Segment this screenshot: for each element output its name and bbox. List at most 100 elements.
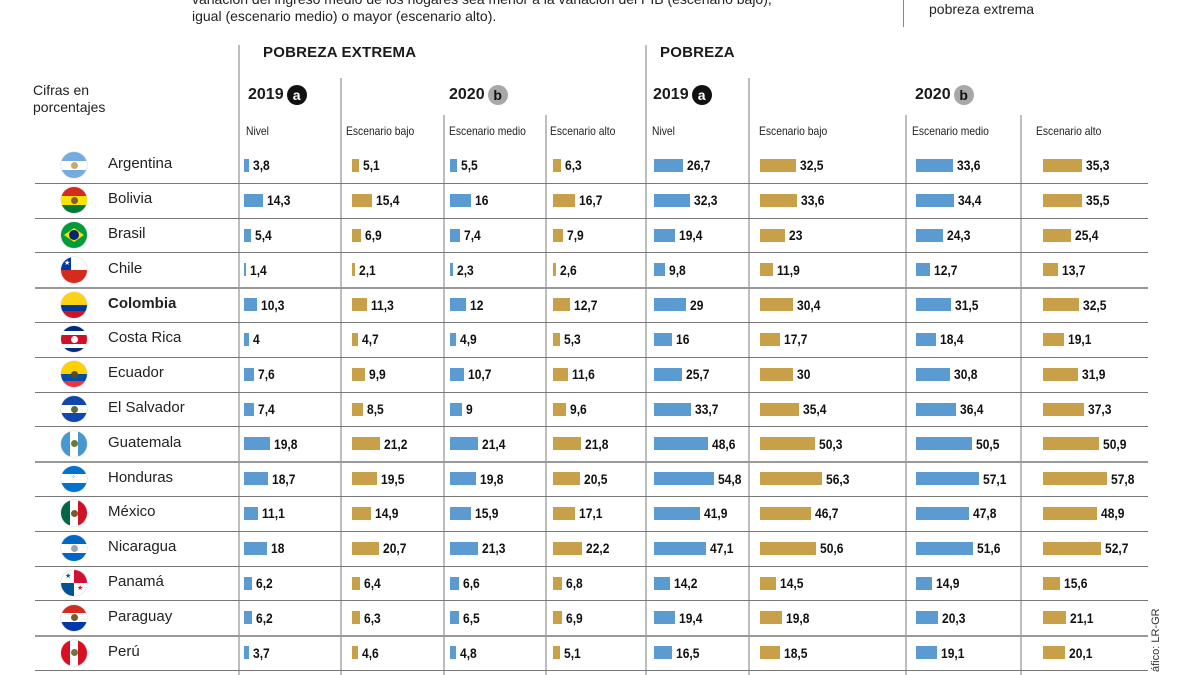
data-cell: 37,3	[1043, 401, 1115, 417]
value-label: 48,6	[711, 435, 735, 452]
credit-text: áfico: LR-GR	[1150, 608, 1162, 672]
data-cell: 11,1	[244, 505, 289, 521]
column-header: Escenario bajo	[346, 124, 415, 138]
data-cell: 16	[450, 192, 490, 208]
bar-gold	[760, 472, 822, 486]
bar-gold	[352, 367, 365, 381]
bar-gold	[760, 298, 794, 312]
value-label: 17,1	[579, 505, 603, 522]
data-cell: 9	[450, 401, 473, 417]
data-cell: 12,7	[553, 297, 601, 313]
value-label: 14,9	[375, 505, 399, 522]
value-label: 15,6	[1064, 575, 1088, 591]
data-cell: 4,9	[450, 331, 480, 347]
data-cell: 50,5	[916, 436, 1003, 452]
bar-blue	[916, 402, 956, 416]
data-cell: 7,4	[450, 227, 483, 243]
bar-blue	[654, 228, 676, 242]
bar-gold	[760, 646, 781, 660]
flag-icon: ★	[61, 256, 87, 283]
row-divider	[35, 391, 1148, 393]
row-divider	[35, 565, 1148, 567]
value-label: 9	[465, 401, 473, 417]
data-cell: 19,4	[654, 227, 707, 243]
data-cell: 6,4	[352, 575, 384, 591]
bar-blue	[244, 263, 246, 277]
data-cell: 18,7	[244, 471, 300, 487]
value-label: 54,8	[718, 470, 742, 487]
value-label: 17,7	[783, 331, 807, 348]
value-label: 2,6	[560, 261, 578, 278]
bar-blue	[916, 367, 950, 381]
bar-gold	[553, 506, 576, 520]
value-label: 2,3	[457, 261, 474, 278]
value-label: 2,1	[358, 261, 376, 278]
country-name: Honduras	[108, 468, 174, 486]
data-cell: 5,1	[352, 157, 382, 174]
value-label: 3,7	[252, 644, 270, 661]
value-label: 32,3	[693, 192, 717, 209]
data-cell: 35,3	[1043, 157, 1113, 173]
value-label: 26,7	[687, 157, 711, 174]
data-cell: 33,7	[654, 401, 722, 417]
value-label: 6,2	[256, 575, 273, 591]
value-label: 18,4	[940, 331, 964, 348]
value-label: 10,3	[261, 296, 285, 313]
data-cell: 26,7	[654, 157, 715, 174]
value-label: 21,8	[585, 435, 609, 452]
country-name: El Salvador	[108, 399, 185, 416]
bar-blue	[916, 193, 954, 207]
data-cell: 57,8	[1043, 471, 1138, 487]
value-label: 20,5	[583, 470, 608, 487]
data-cell: 51,6	[916, 540, 1004, 556]
value-label: 4,6	[362, 644, 379, 661]
value-label: 32,5	[1082, 296, 1107, 313]
value-label: 18	[271, 540, 285, 557]
bar-blue	[916, 541, 973, 555]
value-label: 6,4	[364, 575, 382, 591]
value-label: 6,5	[462, 609, 480, 626]
data-cell: 6,6	[450, 575, 482, 591]
bar-gold	[352, 576, 361, 590]
data-cell: 50,6	[760, 540, 847, 556]
bar-blue	[244, 506, 259, 520]
flag-icon	[61, 187, 87, 214]
bar-blue	[450, 472, 476, 486]
bar-gold	[553, 158, 562, 172]
value-label: 3,8	[252, 157, 270, 174]
value-label: 33,6	[957, 157, 981, 174]
column-divider	[1020, 115, 1022, 675]
bar-gold	[1043, 437, 1099, 451]
bar-gold	[352, 541, 379, 555]
group-divider	[645, 45, 647, 675]
value-label: 30,8	[953, 366, 978, 383]
data-cell: 11,3	[352, 297, 397, 313]
column-header: Escenario alto	[1036, 124, 1102, 138]
legend-label: pobreza extrema	[929, 1, 1035, 17]
data-cell: 6,9	[553, 610, 585, 626]
flag-icon	[61, 361, 87, 388]
data-cell: 35,5	[1043, 192, 1113, 208]
bar-gold	[553, 332, 560, 346]
bar-gold	[1043, 298, 1079, 312]
data-cell: 21,8	[553, 435, 613, 452]
value-label: 50,3	[819, 435, 843, 452]
data-cell: 22,2	[553, 540, 613, 556]
data-cell: 16	[654, 331, 691, 347]
data-cell: 16,7	[553, 192, 606, 208]
value-label: 46,7	[815, 505, 839, 522]
value-label: 7,4	[257, 401, 275, 417]
bar-blue	[916, 472, 979, 486]
data-cell: 18	[244, 540, 287, 557]
bar-gold	[553, 402, 566, 416]
data-cell: 19,1	[1043, 331, 1095, 347]
badge-b-icon: b	[487, 85, 508, 105]
value-label: 33,7	[695, 401, 719, 417]
value-label: 5,1	[362, 157, 380, 174]
column-header: Nivel	[246, 124, 269, 138]
value-label: 37,3	[1088, 401, 1112, 417]
data-cell: 3,7	[244, 644, 272, 661]
value-label: 21,4	[481, 435, 506, 452]
intro-line-2: igual (escenario medio) o mayor (escenar…	[192, 8, 497, 24]
value-label: 6,3	[565, 157, 582, 174]
